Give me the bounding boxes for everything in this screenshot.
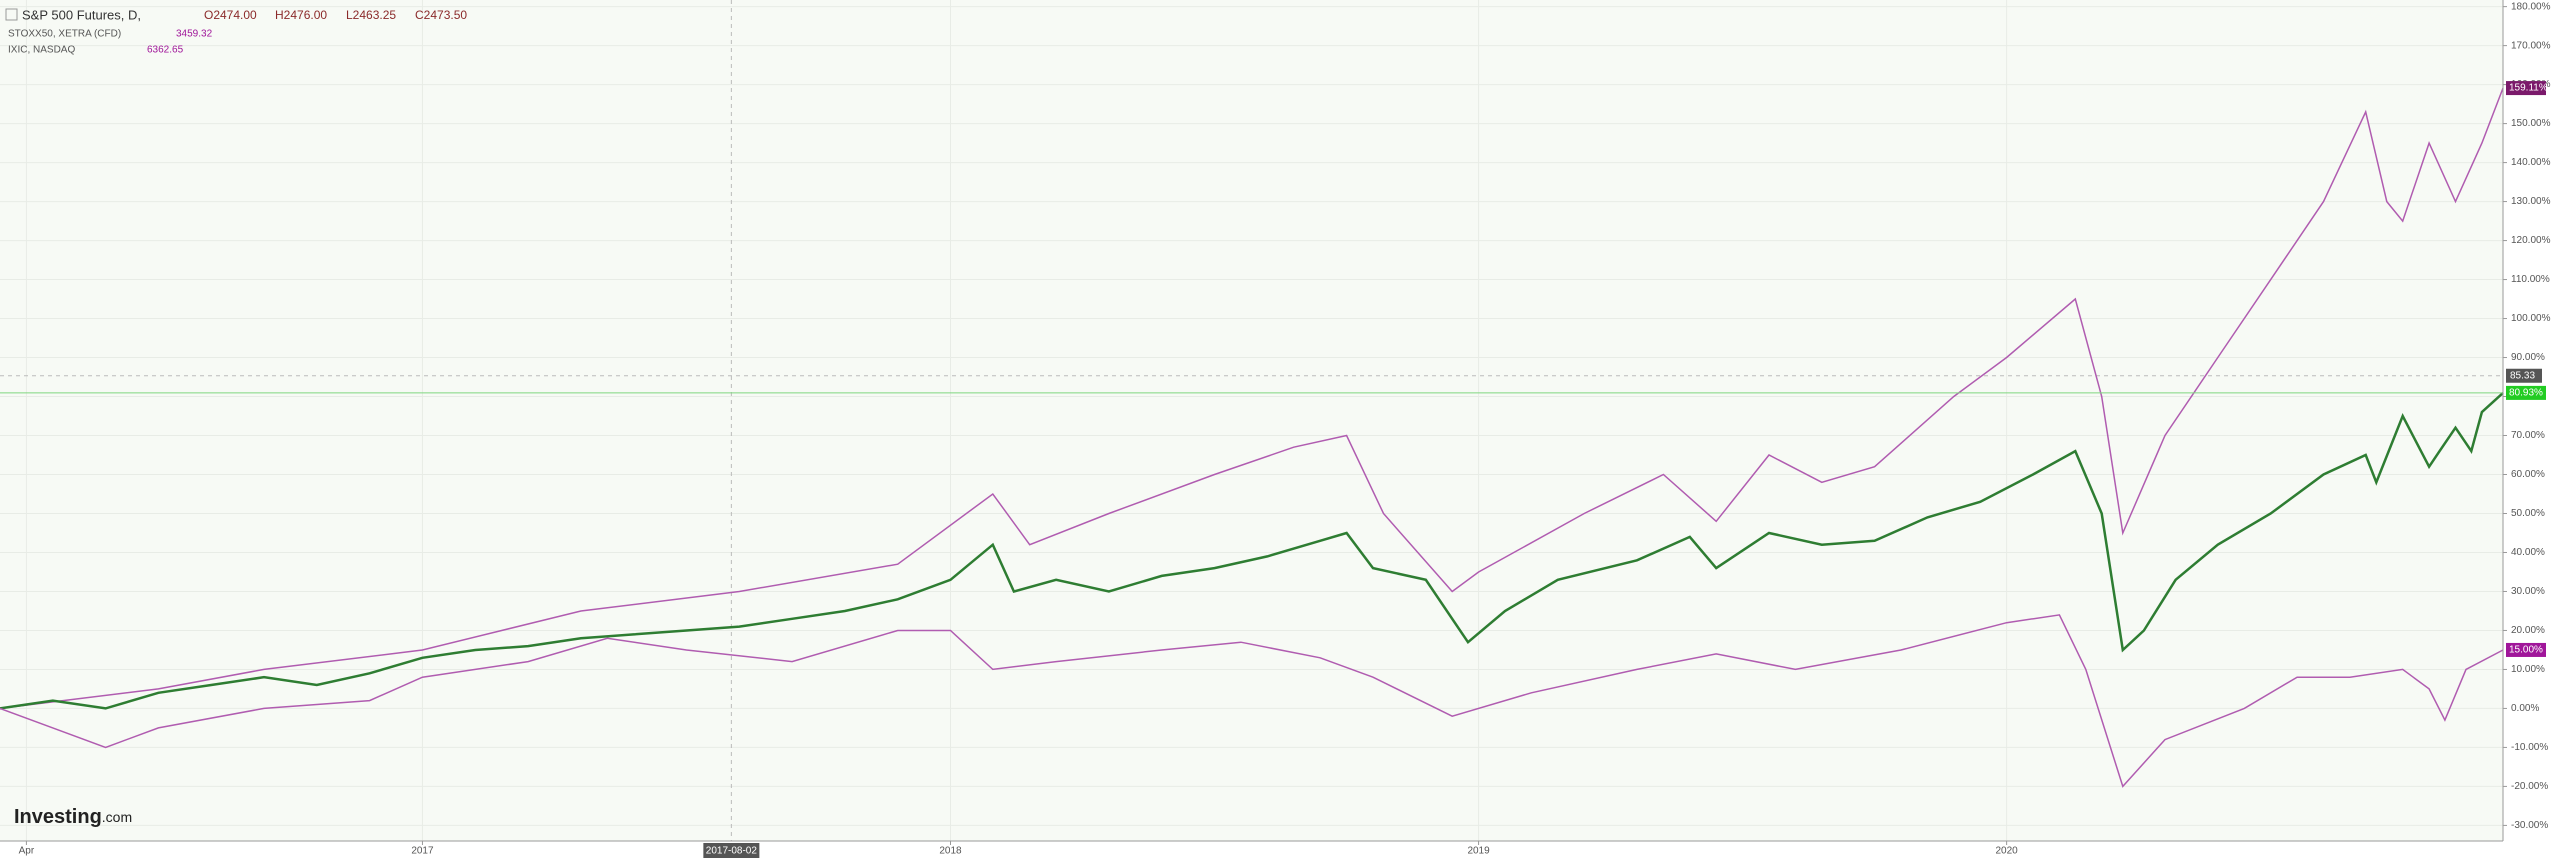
y-tick-label: 130.00% bbox=[2511, 196, 2551, 207]
y-tick-label: 60.00% bbox=[2511, 469, 2545, 480]
watermark: Investing.com bbox=[14, 806, 132, 828]
y-tick-label: 140.00% bbox=[2511, 157, 2551, 168]
crosshair-x-label: 2017-08-02 bbox=[706, 846, 758, 857]
ohlc-close: C2473.50 bbox=[415, 8, 467, 22]
y-tick-label: -10.00% bbox=[2511, 742, 2548, 753]
x-tick-label: 2020 bbox=[1995, 846, 2018, 857]
watermark-domain: .com bbox=[102, 809, 132, 825]
legend-price: 6362.65 bbox=[147, 45, 184, 56]
crosshair-y-label-bg bbox=[2506, 368, 2542, 383]
y-tick-label: 100.00% bbox=[2511, 313, 2551, 324]
x-tick-label: 2017 bbox=[411, 846, 434, 857]
last-value-bg bbox=[2506, 642, 2546, 657]
y-tick-label: 90.00% bbox=[2511, 352, 2545, 363]
last-value-label: 159.11% bbox=[2509, 83, 2548, 94]
y-tick-label: 170.00% bbox=[2511, 40, 2551, 51]
symbol-title: S&P 500 Futures, D, bbox=[22, 7, 141, 22]
last-value-bg bbox=[2506, 81, 2546, 96]
ohlc-high: H2476.00 bbox=[275, 8, 327, 22]
y-tick-label: 120.00% bbox=[2511, 235, 2551, 246]
y-tick-label: 50.00% bbox=[2511, 508, 2545, 519]
series-line bbox=[0, 391, 2504, 710]
ohlc-open: O2474.00 bbox=[204, 8, 257, 22]
y-tick-label: 110.00% bbox=[2511, 274, 2550, 285]
series-line bbox=[0, 614, 2504, 788]
y-axis-panel bbox=[2503, 0, 2560, 858]
collapse-icon[interactable] bbox=[5, 8, 18, 21]
y-tick-label: 180.00% bbox=[2511, 1, 2551, 12]
last-value-label: 15.00% bbox=[2509, 645, 2543, 656]
x-tick-label: 2018 bbox=[939, 846, 962, 857]
last-value-label: 80.93% bbox=[2509, 388, 2543, 399]
y-tick-label: -20.00% bbox=[2511, 781, 2548, 792]
y-tick-label: 10.00% bbox=[2511, 664, 2545, 675]
y-tick-label: 40.00% bbox=[2511, 547, 2545, 558]
last-value-bg bbox=[2506, 385, 2546, 400]
y-tick-label: 150.00% bbox=[2511, 118, 2551, 129]
ohlc-low: L2463.25 bbox=[346, 8, 396, 22]
legend-price: 3459.32 bbox=[176, 29, 213, 40]
y-tick-label: 30.00% bbox=[2511, 586, 2545, 597]
series-line bbox=[0, 87, 2504, 710]
crosshair-x-label-bg bbox=[703, 843, 760, 858]
plot-area bbox=[0, 0, 2503, 841]
crosshair-y-label: 85.33 bbox=[2510, 370, 2535, 381]
watermark-brand: Investing bbox=[14, 806, 102, 828]
y-tick-label: 70.00% bbox=[2511, 430, 2545, 441]
x-tick-label: 2019 bbox=[1467, 846, 1490, 857]
legend-name: IXIC, NASDAQ bbox=[8, 45, 75, 56]
legend-name: STOXX50, XETRA (CFD) bbox=[8, 29, 121, 40]
y-tick-label: 0.00% bbox=[2511, 703, 2539, 714]
x-tick-label: Apr bbox=[19, 846, 35, 857]
y-tick-label: 20.00% bbox=[2511, 625, 2545, 636]
y-tick-label: -30.00% bbox=[2511, 820, 2548, 831]
plot-layer bbox=[0, 0, 2504, 841]
